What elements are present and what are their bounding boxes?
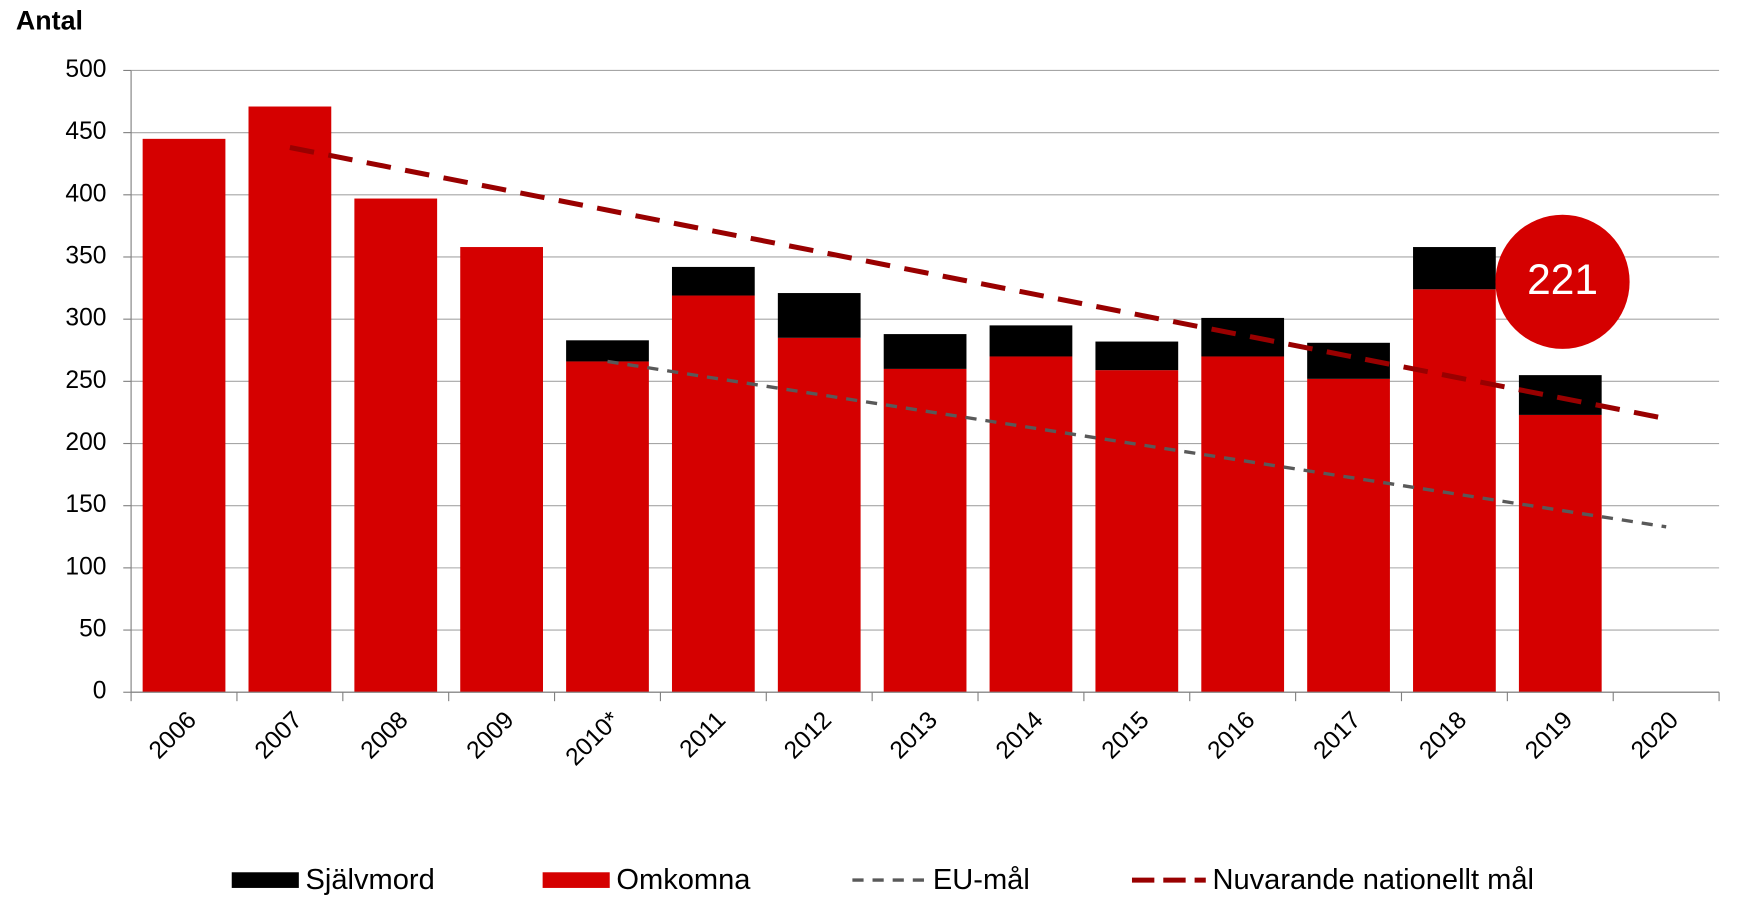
bar [777, 337, 861, 693]
legend-swatch [231, 872, 299, 888]
bar [142, 138, 226, 693]
x-tick-label: 2015 [1097, 707, 1155, 765]
bar [354, 198, 438, 693]
legend-label: Nuvarande nationellt mål [1212, 864, 1533, 896]
x-tick-label: 2020 [1626, 707, 1684, 765]
trend-line [607, 359, 1667, 529]
y-tick-label: 150 [65, 491, 106, 518]
x-tick-label: 2016 [1203, 707, 1261, 765]
bar [1518, 375, 1602, 415]
x-tick-label: 2014 [991, 707, 1049, 765]
x-tick-label: 2017 [1309, 707, 1367, 765]
x-tick-label: 2007 [250, 707, 308, 765]
x-tick-label: 2012 [779, 707, 837, 765]
y-tick-label: 400 [65, 180, 106, 207]
y-tick-label: 200 [65, 429, 106, 456]
bar [566, 361, 649, 693]
bar [883, 334, 967, 369]
y-tick-label: 450 [65, 118, 106, 145]
x-tick-label: 2006 [144, 707, 202, 765]
x-tick-label: 2011 [675, 707, 731, 763]
bar [1518, 414, 1602, 693]
y-tick-label: 0 [93, 678, 107, 705]
y-tick-label: 50 [79, 616, 106, 643]
y-tick-label: 100 [65, 553, 106, 580]
x-tick-label: 2010* [561, 706, 626, 771]
x-tick-label: 2009 [462, 707, 520, 765]
bar [1201, 356, 1285, 693]
bar [989, 356, 1073, 693]
x-tick-label: 2018 [1414, 707, 1472, 765]
annotation-text: 221 [1527, 257, 1598, 304]
bar [989, 325, 1073, 357]
x-tick-label: 2019 [1520, 707, 1578, 765]
y-axis-label: Antal [16, 5, 83, 35]
legend-label: EU-mål [933, 864, 1030, 896]
bar [1201, 317, 1285, 357]
bar [1413, 247, 1496, 290]
x-tick-label: 2008 [356, 707, 414, 765]
legend-label: Omkomna [616, 864, 751, 896]
y-tick-label: 300 [65, 305, 106, 332]
bar [671, 295, 755, 693]
x-tick-label: 2013 [885, 707, 943, 765]
bar [883, 368, 967, 693]
y-tick-label: 250 [65, 367, 106, 394]
bar [777, 293, 861, 338]
bar [1095, 370, 1179, 693]
y-tick-label: 350 [65, 242, 106, 269]
legend-swatch [542, 872, 610, 888]
annotation-badge [1495, 214, 1630, 349]
bar [566, 340, 649, 362]
bar [460, 247, 543, 693]
bar [1307, 378, 1390, 693]
legend-label: Självmord [306, 864, 435, 896]
bar [671, 266, 755, 296]
bar [248, 106, 332, 693]
bar [1095, 341, 1179, 371]
y-tick-label: 500 [65, 56, 106, 83]
